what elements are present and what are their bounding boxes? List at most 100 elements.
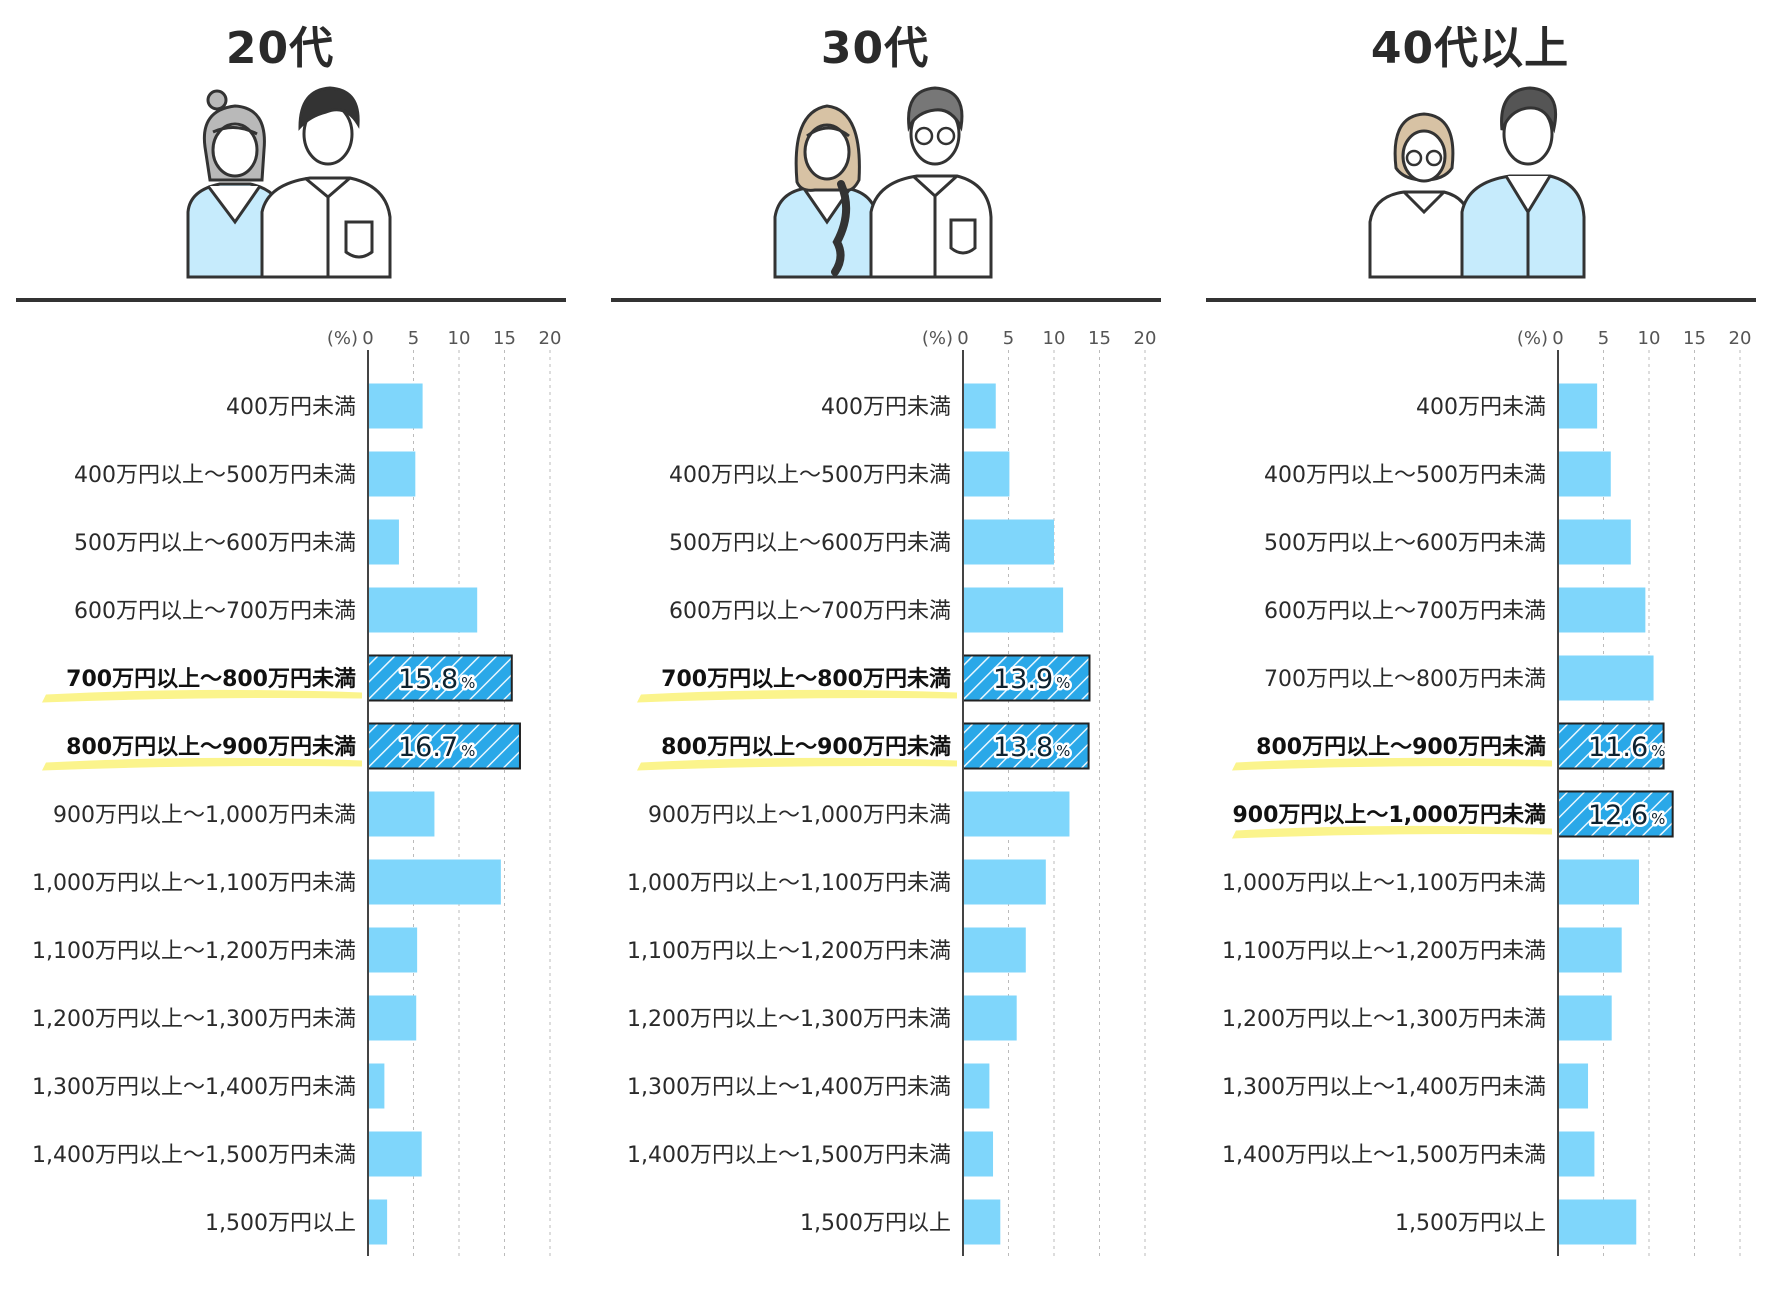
divider-rule <box>611 298 1161 302</box>
category-label: 900万円以上〜1,000万円未満 <box>1232 802 1546 828</box>
category-label: 1,100万円以上〜1,200万円未満 <box>1222 939 1546 964</box>
bar <box>368 1199 388 1245</box>
tick-label: 20 <box>1134 328 1157 349</box>
bar <box>368 519 399 565</box>
category-label: 500万円以上〜600万円未満 <box>1264 531 1546 556</box>
category-label: 1,400万円以上〜1,500万円未満 <box>32 1143 356 1168</box>
category-label: 1,300万円以上〜1,400万円未満 <box>32 1075 356 1100</box>
bar <box>963 859 1046 905</box>
data-label: 16.7% <box>398 732 475 763</box>
bar <box>1558 519 1631 565</box>
tick-label: 15 <box>1088 328 1111 349</box>
label-marker <box>637 689 957 703</box>
label-marker <box>1232 825 1552 839</box>
bar <box>963 995 1017 1041</box>
category-label: 400万円未満 <box>226 395 356 420</box>
bar <box>1558 1063 1589 1109</box>
tick-label: 15 <box>493 328 516 349</box>
data-label: 13.8% <box>993 732 1070 763</box>
bar <box>368 995 417 1041</box>
bar <box>1558 859 1639 905</box>
category-label: 1,200万円以上〜1,300万円未満 <box>627 1007 951 1032</box>
bar <box>963 451 1010 497</box>
bar <box>963 1199 1001 1245</box>
chart-panel-40s-plus: 40代以上 0 5 10 15 20 (%) 400万円未満 400万円以上〜500万円未満 5… <box>1190 0 1756 1300</box>
bar-highlighted <box>367 654 513 702</box>
category-label: 600万円以上〜700万円未満 <box>1264 599 1546 624</box>
label-marker <box>42 757 362 771</box>
category-label: 1,000万円以上〜1,100万円未満 <box>627 871 951 896</box>
tick-label: 0 <box>1552 328 1563 349</box>
bar <box>1558 927 1622 973</box>
panel-title: 20代 <box>225 23 335 74</box>
category-label: 600万円以上〜700万円未満 <box>669 599 951 624</box>
bar-chart: 0 5 10 15 20 (%) 400万円未満 400万円以上〜500万円未満 500万円以上… <box>627 328 1157 1256</box>
tick-label: 5 <box>408 328 419 349</box>
bar <box>1558 383 1598 429</box>
unit-label: (%) <box>327 328 358 349</box>
unit-label: (%) <box>1517 328 1548 349</box>
panel-title: 30代 <box>820 23 930 74</box>
bar <box>368 451 416 497</box>
category-label: 1,200万円以上〜1,300万円未満 <box>1222 1007 1546 1032</box>
bar <box>963 791 1070 837</box>
category-label: 1,500万円以上 <box>1395 1211 1546 1236</box>
bar <box>368 383 423 429</box>
category-label: 400万円以上〜500万円未満 <box>669 463 951 488</box>
tick-label: 10 <box>448 328 471 349</box>
category-label: 1,400万円以上〜1,500万円未満 <box>627 1143 951 1168</box>
category-label: 1,100万円以上〜1,200万円未満 <box>32 939 356 964</box>
tick-label: 20 <box>539 328 562 349</box>
tick-label: 10 <box>1638 328 1661 349</box>
category-label: 1,400万円以上〜1,500万円未満 <box>1222 1143 1546 1168</box>
category-label: 600万円以上〜700万円未満 <box>74 599 356 624</box>
data-label: 13.9% <box>993 664 1070 695</box>
divider-rule <box>1206 298 1756 302</box>
category-label: 1,100万円以上〜1,200万円未満 <box>627 939 951 964</box>
bar <box>368 1063 385 1109</box>
bar <box>1558 655 1654 701</box>
label-marker <box>1232 757 1552 771</box>
category-label: 900万円以上〜1,000万円未満 <box>53 803 356 828</box>
bar <box>963 1063 990 1109</box>
tick-label: 5 <box>1598 328 1609 349</box>
bar <box>963 519 1054 565</box>
bar-chart: 0 5 10 15 20 (%) 400万円未満 400万円以上〜500万円未満 500万円以上… <box>32 328 562 1256</box>
tick-label: 0 <box>362 328 373 349</box>
bar <box>368 587 478 633</box>
chart-panel-30s: 30代 0 5 10 15 20 (%) 400万円未満 400万円以上〜500万円未満 500… <box>595 0 1161 1300</box>
bar <box>368 859 501 905</box>
category-label: 500万円以上〜600万円未満 <box>74 531 356 556</box>
category-label: 1,000万円以上〜1,100万円未満 <box>1222 871 1546 896</box>
category-label: 400万円以上〜500万円未満 <box>74 463 356 488</box>
bar <box>368 927 418 973</box>
chart-panel-20s: 20代 0 5 10 15 20 (%) 400万円未満 400万円以上〜500万円未満 500… <box>0 0 566 1300</box>
panel-title: 40代以上 <box>1370 23 1570 74</box>
bar <box>368 1131 422 1177</box>
label-marker <box>637 757 957 771</box>
bar <box>963 383 996 429</box>
data-label: 11.6% <box>1588 732 1665 763</box>
bar <box>1558 1199 1637 1245</box>
category-label: 700万円以上〜800万円未満 <box>66 666 356 692</box>
bar <box>963 1131 994 1177</box>
tick-label: 10 <box>1043 328 1066 349</box>
category-label: 900万円以上〜1,000万円未満 <box>648 803 951 828</box>
category-label: 700万円以上〜800万円未満 <box>1264 667 1546 692</box>
bar <box>1558 995 1612 1041</box>
tick-label: 15 <box>1683 328 1706 349</box>
bar <box>963 927 1026 973</box>
category-label: 400万円未満 <box>1416 395 1546 420</box>
category-label: 800万円以上〜900万円未満 <box>661 734 951 760</box>
bar <box>963 587 1064 633</box>
category-label: 400万円未満 <box>821 395 951 420</box>
bar <box>1558 1131 1595 1177</box>
bar <box>1558 451 1611 497</box>
category-label: 800万円以上〜900万円未満 <box>1256 734 1546 760</box>
category-label: 800万円以上〜900万円未満 <box>66 734 356 760</box>
category-label: 400万円以上〜500万円未満 <box>1264 463 1546 488</box>
divider-rule <box>16 298 566 302</box>
bar-chart: 0 5 10 15 20 (%) 400万円未満 400万円以上〜500万円未満 500万円以上… <box>1222 328 1751 1256</box>
category-label: 1,500万円以上 <box>800 1211 951 1236</box>
category-label: 1,200万円以上〜1,300万円未満 <box>32 1007 356 1032</box>
